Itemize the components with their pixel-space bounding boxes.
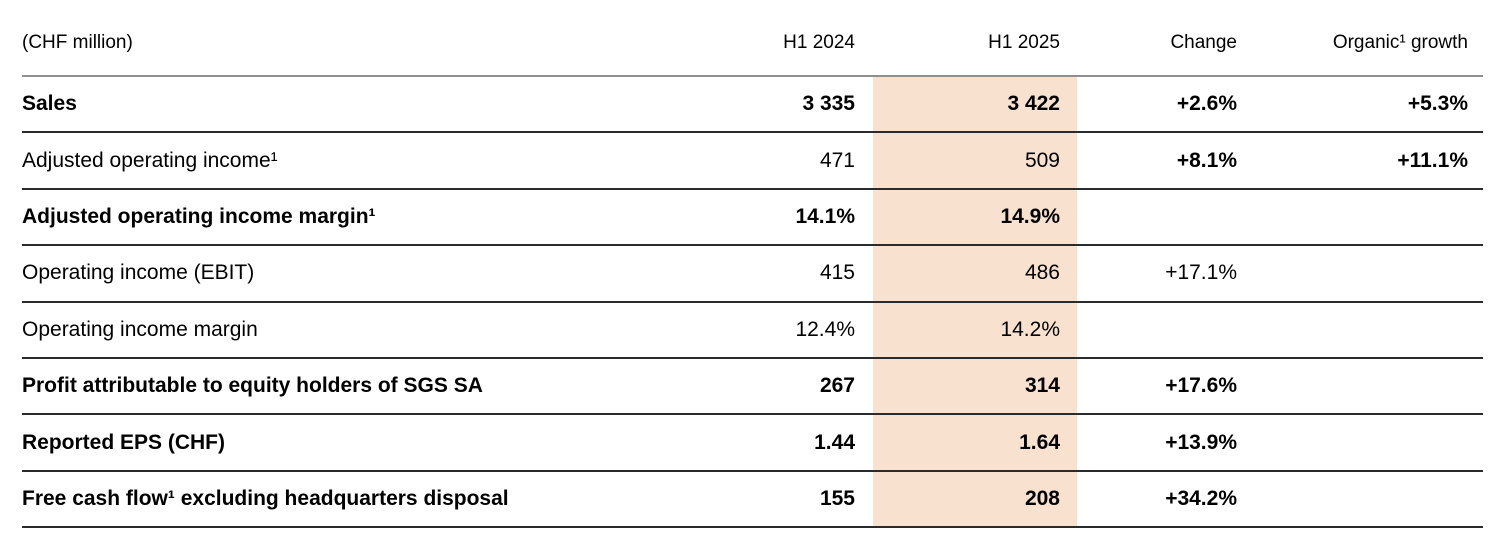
row-label: Adjusted operating income margin¹ xyxy=(22,204,376,228)
cell-h1-2024: 267 xyxy=(819,374,855,398)
cell-h1-2024: 12.4% xyxy=(795,317,855,341)
cell-change: +17.6% xyxy=(1165,374,1237,398)
cell-organic-growth: +5.3% xyxy=(1407,92,1468,116)
cell-change xyxy=(1077,303,1237,357)
row-label: Operating income margin xyxy=(22,317,258,341)
cell-organic-growth: +11.1% xyxy=(1397,148,1468,172)
cell-change: +34.2% xyxy=(1165,486,1237,510)
cell-change: +8.1% xyxy=(1176,148,1237,172)
unit-label: (CHF million) xyxy=(22,31,133,53)
cell-change: +17.1% xyxy=(1165,261,1237,285)
cell-change: +2.6% xyxy=(1176,92,1237,116)
row-label: Operating income (EBIT) xyxy=(22,261,255,285)
cell-h1-2024: 14.1% xyxy=(795,204,855,228)
table-row: Reported EPS (CHF) 1.44 1.64 +13.9% xyxy=(22,415,1483,472)
cell-h1-2025: 14.9% xyxy=(873,189,1077,245)
cell-organic-growth xyxy=(1237,303,1483,357)
row-label: Reported EPS (CHF) xyxy=(22,430,226,454)
financial-results-table: (CHF million) H1 2024 H1 2025 Change Org… xyxy=(22,0,1483,529)
cell-h1-2025: 509 xyxy=(873,133,1077,188)
cell-organic-growth xyxy=(1237,246,1483,300)
column-header-h1-2025: H1 2025 xyxy=(988,31,1060,53)
cell-h1-2024: 471 xyxy=(819,148,855,172)
table-row: Operating income margin 12.4% 14.2% xyxy=(22,302,1483,359)
column-header-h1-2024: H1 2024 xyxy=(783,31,855,53)
cell-organic-growth xyxy=(1237,190,1483,244)
table-row: Adjusted operating income¹ 471 509 +8.1%… xyxy=(22,133,1483,190)
row-label: Free cash flow¹ excluding headquarters d… xyxy=(22,486,509,510)
row-label: Profit attributable to equity holders of… xyxy=(22,374,483,398)
cell-h1-2025: 14.2% xyxy=(873,302,1077,357)
row-label: Sales xyxy=(22,92,77,116)
row-label: Adjusted operating income¹ xyxy=(22,148,278,172)
cell-h1-2024: 1.44 xyxy=(814,430,855,454)
cell-change: +13.9% xyxy=(1165,430,1237,454)
cell-h1-2025: 486 xyxy=(873,246,1077,301)
cell-h1-2025: 314 xyxy=(873,358,1077,414)
table-row: Adjusted operating income margin¹ 14.1% … xyxy=(22,189,1483,247)
cell-organic-growth xyxy=(1237,472,1483,526)
table-header-row: (CHF million) H1 2024 H1 2025 Change Org… xyxy=(22,0,1483,77)
cell-change xyxy=(1077,190,1237,244)
cell-h1-2025: 1.64 xyxy=(873,415,1077,470)
cell-organic-growth xyxy=(1237,359,1483,413)
table-row: Operating income (EBIT) 415 486 +17.1% xyxy=(22,246,1483,303)
cell-h1-2025: 208 xyxy=(873,471,1077,527)
column-header-organic-growth: Organic¹ growth xyxy=(1332,31,1468,53)
table-body: Sales 3 335 3 422 +2.6% +5.3% Adjusted o… xyxy=(22,77,1483,529)
table-row: Profit attributable to equity holders of… xyxy=(22,358,1483,416)
cell-h1-2024: 3 335 xyxy=(802,92,855,116)
cell-h1-2024: 155 xyxy=(819,486,855,510)
cell-organic-growth xyxy=(1237,415,1483,469)
cell-h1-2025: 3 422 xyxy=(873,77,1077,132)
column-header-change: Change xyxy=(1170,31,1237,53)
table-row: Free cash flow¹ excluding headquarters d… xyxy=(22,471,1483,529)
cell-h1-2024: 415 xyxy=(819,261,855,285)
table-row: Sales 3 335 3 422 +2.6% +5.3% xyxy=(22,77,1483,134)
